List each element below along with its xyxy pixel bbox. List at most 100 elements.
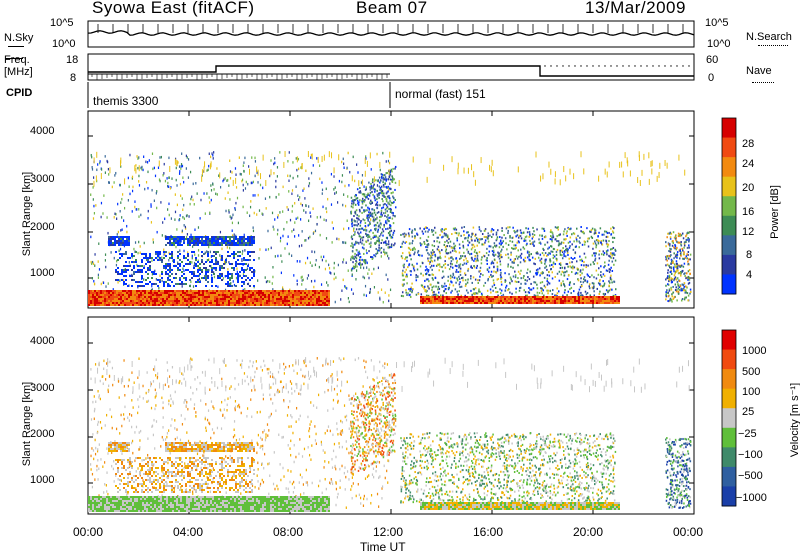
power-cell xyxy=(189,271,191,273)
power-cell xyxy=(218,294,220,296)
power-cell xyxy=(238,300,240,302)
power-cell xyxy=(426,246,429,249)
power-cell xyxy=(219,242,221,244)
power-cell xyxy=(390,187,392,190)
power-cell xyxy=(524,282,526,285)
power-cell xyxy=(511,261,514,264)
power-cell xyxy=(611,236,614,239)
power-cell xyxy=(520,231,522,234)
power-cell xyxy=(501,248,503,251)
power-cell xyxy=(386,191,388,194)
power-cell xyxy=(270,298,272,300)
power-cell xyxy=(502,240,505,243)
power-cell xyxy=(613,280,616,283)
power-cell xyxy=(184,292,186,294)
power-cell xyxy=(189,238,191,240)
power-cell xyxy=(239,240,241,242)
power-cell xyxy=(508,302,510,304)
power-cell xyxy=(147,170,149,174)
power-cell xyxy=(161,271,163,273)
power-cell xyxy=(371,201,374,204)
power-cell xyxy=(455,257,458,260)
power-cell xyxy=(202,292,204,294)
power-cell xyxy=(328,302,330,304)
power-cell xyxy=(316,216,318,219)
power-cell xyxy=(326,304,328,306)
power-cell xyxy=(144,296,146,298)
power-cell xyxy=(541,272,544,275)
power-cell xyxy=(442,296,444,298)
power-cell xyxy=(484,281,487,284)
power-cell xyxy=(320,255,322,259)
power-cell xyxy=(213,271,215,274)
date-title: 13/Mar/2009 xyxy=(585,0,686,17)
power-cell xyxy=(207,168,209,172)
power-cell xyxy=(612,241,614,244)
power-cell xyxy=(452,273,455,276)
power-cell xyxy=(463,262,466,265)
power-cell xyxy=(452,298,454,300)
power-cell xyxy=(363,219,366,222)
power-cell xyxy=(200,292,202,294)
power-cell xyxy=(254,300,256,302)
power-cell xyxy=(408,263,411,266)
power-cell xyxy=(210,304,212,306)
power-cell xyxy=(194,294,196,296)
power-cell xyxy=(187,259,189,261)
power-cell xyxy=(114,300,116,302)
power-cell xyxy=(594,254,596,257)
power-cell xyxy=(177,283,179,285)
power-cell xyxy=(239,244,241,246)
power-cell xyxy=(201,244,203,246)
power-cell xyxy=(683,242,686,245)
power-cell xyxy=(240,294,242,296)
power-cell xyxy=(322,302,324,304)
power-cell xyxy=(512,298,514,300)
power-cell xyxy=(487,270,490,273)
power-cell xyxy=(427,230,429,233)
freq-label-2: [MHz] xyxy=(4,66,33,78)
power-cell xyxy=(394,242,396,245)
power-cell xyxy=(342,157,344,161)
power-cell xyxy=(108,300,110,302)
power-cell xyxy=(379,226,382,229)
power-cell xyxy=(210,294,212,296)
power-cell xyxy=(131,261,133,263)
power-cell xyxy=(168,185,170,188)
power-cell xyxy=(314,296,316,298)
power-cell xyxy=(157,255,159,257)
power-cell xyxy=(236,196,239,200)
power-cell xyxy=(358,215,360,218)
power-cell xyxy=(437,249,440,252)
power-cell xyxy=(155,191,157,195)
power-cell xyxy=(243,244,245,246)
power-cell xyxy=(256,290,258,292)
power-cell xyxy=(117,271,119,273)
power-cell xyxy=(350,258,352,261)
power-cell xyxy=(387,195,389,198)
power-cell xyxy=(324,267,327,271)
power-cell xyxy=(514,274,517,277)
power-cell xyxy=(156,290,158,292)
power-cell xyxy=(379,204,381,207)
power-cell xyxy=(139,271,141,273)
power-cell xyxy=(246,302,248,304)
power-cell xyxy=(92,300,94,302)
power-cell xyxy=(436,300,438,302)
power-cell xyxy=(384,241,386,244)
power-cell xyxy=(447,287,450,290)
power-cell xyxy=(474,257,476,260)
power-cell xyxy=(116,302,118,304)
power-cell xyxy=(513,244,515,247)
power-cell xyxy=(584,279,587,282)
power-cell xyxy=(604,264,606,267)
power-cell xyxy=(216,304,218,306)
power-cell xyxy=(460,296,462,298)
power-cell xyxy=(133,267,135,269)
power-cell xyxy=(187,244,189,246)
power-cell xyxy=(123,275,125,277)
power-cell xyxy=(489,234,491,237)
power-cell xyxy=(561,270,564,273)
power-cell xyxy=(181,152,183,155)
power-cell xyxy=(236,270,238,274)
